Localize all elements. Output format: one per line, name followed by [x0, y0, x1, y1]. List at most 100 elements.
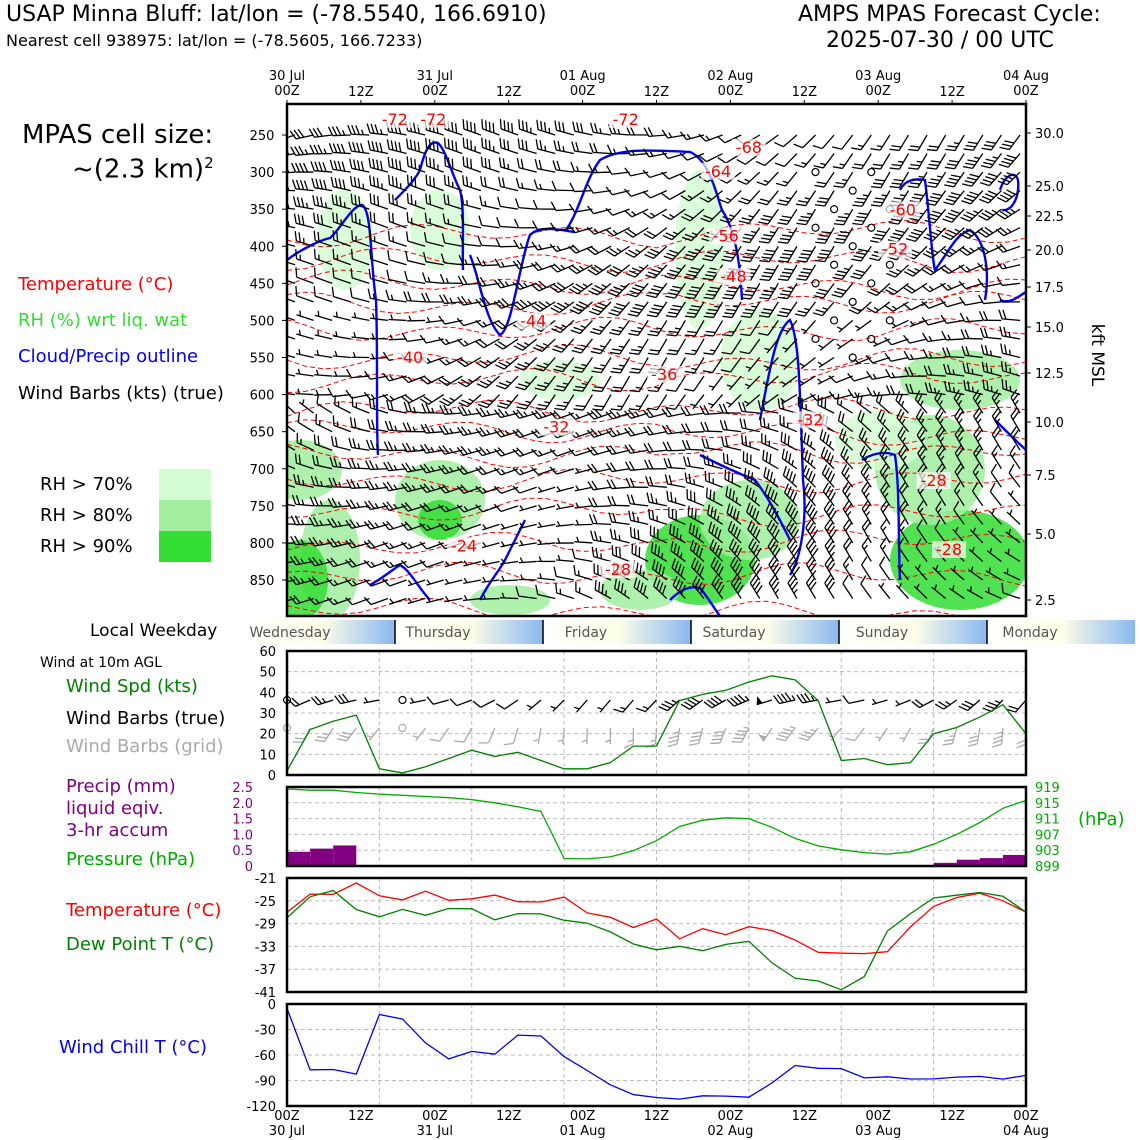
cs-barb-346-flag-0 — [759, 297, 770, 300]
cs-barb-358-staff — [983, 282, 1002, 288]
cs-barb-249-flag-0 — [441, 233, 446, 244]
cs-barb-199-flag-1 — [999, 210, 1009, 218]
legend-pressure: Pressure (hPa) — [66, 849, 196, 870]
cs-barb-204-flag-1 — [354, 213, 357, 224]
cs-barb-98 — [606, 165, 630, 175]
wind-barb-grid-3-staff — [346, 727, 357, 742]
cs-barb-232-flag-2 — [874, 233, 885, 237]
cs-barb-211-flag-0 — [478, 215, 483, 226]
cs-barb-218-staff — [613, 227, 630, 237]
wind-barb-grid-29-flag-0 — [942, 742, 953, 746]
wind-barb-grid-21 — [758, 727, 773, 742]
cs-barb-128-flag-1 — [429, 175, 432, 186]
cs-barb-199-flag-2 — [1003, 208, 1012, 216]
cs-barb-39-flag-2 — [1004, 140, 1015, 144]
wind-ytick-4: 40 — [259, 686, 276, 701]
cs-barb-107-flag-0 — [775, 182, 786, 187]
legend-wind-barbs-grid: Wind Barbs (grid) — [66, 736, 224, 757]
cs-barb-373-flag-1 — [516, 301, 525, 309]
cs-barb-215-flag-0 — [550, 222, 557, 232]
wind-barb-grid-30 — [967, 727, 981, 747]
temp-label-17: -24 — [451, 536, 477, 555]
cs-barb-238-staff — [985, 227, 1002, 238]
cs-barb-126-flag-2 — [395, 177, 398, 188]
cs-barb-33-flag-0 — [889, 148, 900, 152]
cs-barb-77-half-3 — [974, 156, 980, 160]
cs-barb-222 — [681, 227, 705, 242]
cs-barb-50-flag-0 — [462, 137, 465, 148]
cs-barb-77-staff — [972, 153, 984, 169]
temp-label-6: -56 — [713, 226, 739, 245]
cs-barb-263-flag-0 — [702, 258, 713, 262]
cs-barb-86-flag-2 — [395, 159, 398, 170]
cs-barb-246-half-1 — [392, 236, 394, 242]
cs-barb-345-flag-0 — [740, 297, 751, 300]
cs-barb-377-staff — [597, 301, 612, 316]
cs-barb-191-staff — [861, 208, 872, 225]
cs-barb-157-flag-0 — [961, 200, 971, 205]
cs-barb-251 — [477, 235, 500, 247]
kft-tick-0: 30.0 — [1035, 127, 1064, 142]
cs-barb-154-flag-3 — [913, 193, 924, 197]
cs-barb-203 — [332, 212, 351, 229]
cs-barb-336-flag-1 — [572, 285, 582, 293]
cs-barb-35-flag-0 — [926, 148, 937, 152]
cs-barb-67-staff — [783, 153, 798, 167]
cs-barb-38-staff — [990, 134, 1002, 151]
cs-barb-288-flag-0 — [422, 251, 427, 262]
cs-barb-110-staff — [842, 171, 854, 188]
cs-barb-169-staff — [444, 203, 463, 210]
cs-barb-301-flag-0 — [664, 275, 675, 280]
cs-barb-217-flag-0 — [586, 226, 595, 235]
cs-barb-92-flag-0 — [498, 157, 502, 168]
cs-barb-46-flag-0 — [386, 139, 390, 150]
cs-barb-292 — [494, 258, 519, 268]
cs-barb-286 — [387, 250, 407, 266]
temp-label-10: -40 — [397, 348, 423, 367]
cs-barb-340-flag-3 — [653, 285, 664, 289]
cs-barb-197-staff — [969, 208, 984, 222]
cs-barb-263-flag-2 — [706, 251, 717, 255]
cs-barb-240-flag-1 — [278, 233, 284, 243]
cs-barb-662-staff — [685, 431, 705, 434]
cs-barb-22-flag-0 — [679, 131, 688, 140]
wind-barb-grid-10-flag-0 — [503, 742, 514, 746]
rh-shade-11 — [520, 360, 600, 400]
cs-barb-117-flag-2 — [966, 176, 977, 181]
cs-barb-76-flag-1 — [946, 163, 957, 167]
cs-barb-72-staff — [880, 153, 891, 170]
cs-barb-151-flag-0 — [852, 204, 863, 207]
cs-barb-229-flag-0 — [815, 241, 826, 244]
wind-barb-grid-4-staff — [368, 727, 380, 741]
cs-barb-274-staff — [913, 245, 928, 260]
cs-barb-257-flag-1 — [590, 246, 600, 254]
cs-barb-818-staff — [611, 504, 630, 507]
cs-barb-253-staff — [518, 245, 537, 249]
cs-barb-291-half-1 — [482, 260, 487, 266]
cs-barb-96-staff — [574, 170, 593, 173]
cs-barb-307-flag-2 — [782, 271, 792, 275]
cs-barb-115-flag-1 — [928, 181, 939, 185]
cs-barb-147-flag-0 — [776, 202, 787, 206]
cs-barb-371-flag-0 — [475, 298, 483, 308]
cs-barb-244-half-1 — [355, 236, 357, 242]
cs-barb-139-staff — [630, 190, 649, 197]
cs-barb-34 — [908, 134, 928, 152]
cs-barb-125-flag-0 — [369, 175, 372, 186]
cs-barb-117-staff — [971, 171, 984, 187]
cs-barb-141 — [661, 190, 686, 200]
cs-barb-222-staff — [690, 227, 705, 242]
cs-barb-119-flag-2 — [1003, 174, 1014, 180]
cs-barb-196-flag-3 — [950, 209, 961, 215]
cs-barb-75 — [926, 153, 947, 170]
cs-barb-184 — [719, 208, 742, 224]
cs-barb-176-staff — [574, 208, 593, 213]
cs-barb-160-flag-2 — [281, 199, 286, 208]
cs-barb-114-staff — [917, 171, 928, 188]
cs-barb-141-staff — [669, 190, 686, 200]
cs-barb-188-flag-2 — [800, 215, 811, 219]
cs-barb-44-flag-1 — [352, 142, 357, 152]
cs-barb-183-flag-0 — [700, 217, 711, 223]
legend-temperature: Temperature (°C) — [18, 274, 174, 295]
cs-barb-271-flag-3 — [858, 248, 868, 252]
